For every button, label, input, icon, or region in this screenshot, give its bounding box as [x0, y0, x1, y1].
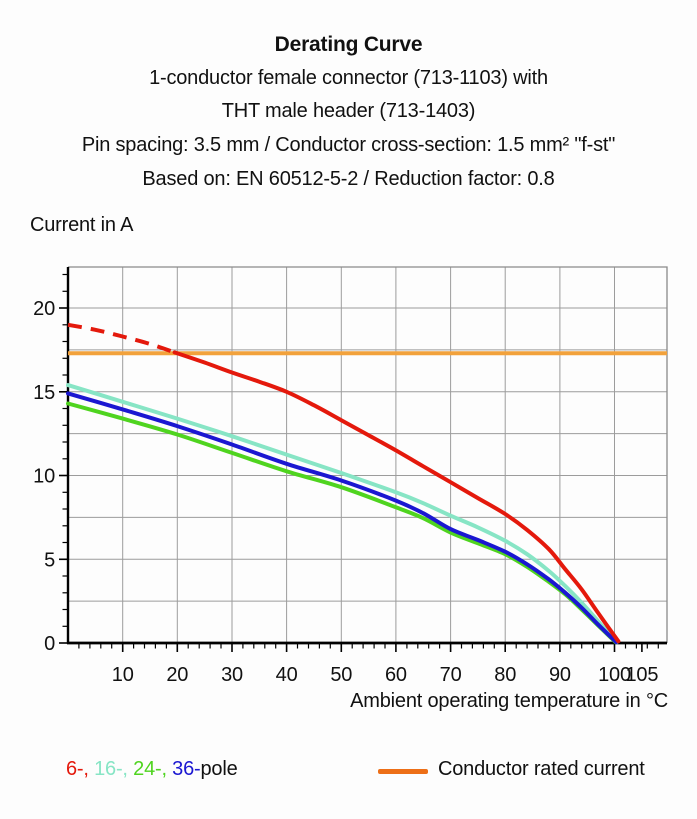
curve-36-pole: [66, 391, 619, 645]
y-tick-label: 15: [33, 382, 55, 404]
x-tick-label: 100: [598, 664, 631, 686]
y-tick-label: 10: [33, 466, 55, 488]
x-tick-label: 20: [166, 664, 188, 686]
x-tick-label: 40: [276, 664, 298, 686]
curve-6-pole: [172, 350, 621, 644]
y-tick-label: 20: [33, 298, 55, 320]
chart-subtitle-3: Pin spacing: 3.5 mm / Conductor cross-se…: [81, 134, 616, 157]
legend-pole-labels: 6-, 16-, 24-, 36-pole: [66, 758, 238, 781]
legend-conductor-rated-current-label: Conductor rated current: [438, 758, 645, 780]
x-tick-label: 10: [112, 664, 134, 686]
x-tick-label: 80: [494, 664, 516, 686]
conductor-rated-current-swatch: [378, 769, 428, 774]
chart-subtitle-2: THT male header (713-1403): [221, 100, 476, 123]
x-tick-label: 70: [440, 664, 462, 686]
y-tick-label: 5: [44, 549, 55, 571]
curve-6-pole-dashed: [67, 322, 176, 355]
y-axis-title: Current in A: [30, 214, 134, 236]
legend-part: 36-: [172, 758, 201, 780]
plot-frame: [68, 266, 668, 643]
legend-part: 16-,: [94, 758, 134, 780]
chart-title-block: Derating Curve 1-conductor female connec…: [0, 28, 697, 197]
x-tick-label: 30: [221, 664, 243, 686]
x-tick-label: 60: [385, 664, 407, 686]
x-tick-label: 50: [330, 664, 352, 686]
chart-subtitle-4: Based on: EN 60512-5-2 / Reduction facto…: [142, 167, 555, 190]
legend-part: 6-,: [66, 758, 95, 780]
chart-title: Derating Curve: [274, 33, 423, 56]
legend-part: pole: [200, 758, 238, 780]
x-tick-label: 105: [626, 664, 659, 686]
chart-subtitle-1: 1-conductor female connector (713-1103) …: [149, 66, 548, 89]
legend-part: 24-,: [133, 758, 173, 780]
x-tick-label: 90: [549, 664, 571, 686]
x-axis-title: Ambient operating temperature in °C: [350, 690, 668, 712]
y-tick-label: 0: [44, 633, 55, 655]
curve-16-pole: [66, 383, 619, 645]
